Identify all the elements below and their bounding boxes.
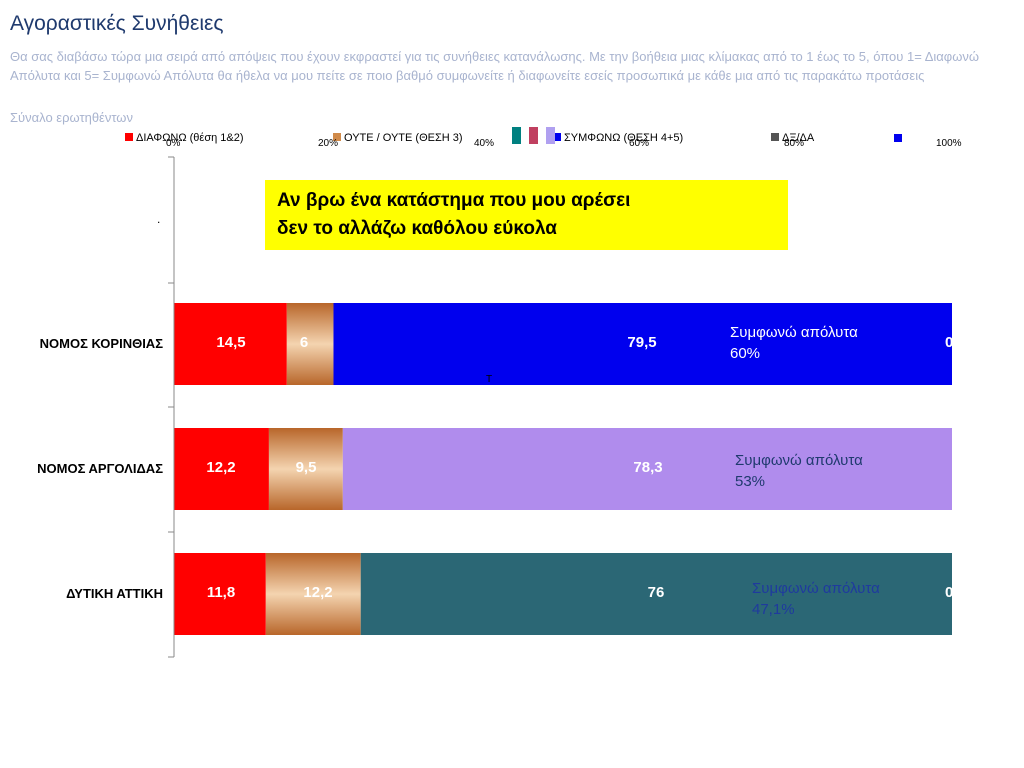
bar-agree bbox=[342, 428, 952, 510]
x-tick-label: 80% bbox=[784, 138, 805, 149]
category-label-argolida: ΝΟΜΟΣ ΑΡΓΟΛΙΔΑΣ bbox=[37, 461, 163, 476]
annotation-value: 60% bbox=[730, 345, 761, 362]
legend-deco-lilac bbox=[546, 127, 555, 144]
legend-deco-teal bbox=[512, 127, 521, 144]
legend-item-dk: ΔΞ/ΔΑ bbox=[771, 132, 814, 145]
annotation-strongly-agree-korinthia: Συμφωνώ απόλυτα 60% bbox=[730, 322, 858, 364]
annotation-text: Συμφωνώ απόλυτα bbox=[752, 580, 880, 597]
annotation-text: Συμφωνώ απόλυτα bbox=[735, 452, 863, 469]
x-tick-label: 60% bbox=[629, 138, 650, 149]
data-label: 6 bbox=[299, 334, 309, 351]
data-label: 14,5 bbox=[216, 334, 246, 351]
category-label-korinthia: ΝΟΜΟΣ ΚΟΡΙΝΘΙΑΣ bbox=[39, 336, 163, 351]
bar-group bbox=[174, 303, 953, 635]
legend-label-dk: ΔΞ/ΔΑ bbox=[782, 132, 815, 144]
legend-item-neutral: ΟΥΤΕ / ΟΥΤΕ (ΘΕΣΗ 3) bbox=[333, 132, 463, 145]
statement-box: Αν βρω ένα κατάστημα που μου αρέσει δεν … bbox=[265, 180, 788, 250]
x-tick-label: 0% bbox=[166, 138, 181, 149]
legend-swatch-agree bbox=[553, 133, 561, 141]
category-label-west-attica: ΔΥΤΙΚΗ ΑΤΤΙΚΗ bbox=[66, 586, 163, 601]
legend-deco-pink bbox=[529, 127, 538, 144]
statement-line-1: Αν βρω ένα κατάστημα που μου αρέσει bbox=[277, 190, 631, 211]
question-text: Θα σας διαβάσω τώρα μια σειρά από απόψει… bbox=[10, 49, 980, 83]
legend-label-disagree: ΔΙΑΦΩΝΩ (θέση 1&2) bbox=[136, 132, 244, 144]
dk-zero-label: 0 bbox=[945, 584, 954, 601]
annotation-text: Συμφωνώ απόλυτα bbox=[730, 324, 858, 341]
data-label: 9,5 bbox=[295, 459, 317, 476]
stray-mark: Τ bbox=[486, 374, 493, 385]
bar-disagree bbox=[174, 553, 266, 635]
legend-swatch-dk bbox=[771, 133, 779, 141]
data-label: 78,3 bbox=[633, 459, 663, 476]
legend-swatch-disagree bbox=[125, 133, 133, 141]
legend-swatch-neutral bbox=[333, 133, 341, 141]
bar-neutral bbox=[286, 303, 334, 385]
data-label: 76 bbox=[647, 584, 665, 601]
x-tick-label: 100% bbox=[936, 138, 962, 149]
data-label: 79,5 bbox=[627, 334, 657, 351]
base-label: Σύναλο ερωτηθέντων bbox=[10, 110, 133, 125]
data-label: 12,2 bbox=[303, 584, 333, 601]
annotation-strongly-agree-west-attica: Συμφωνώ απόλυτα 47,1% bbox=[752, 578, 880, 620]
statement-line-2: δεν το αλλάζω καθόλου εύκολα bbox=[277, 218, 557, 239]
legend-item-agree: ΣΥΜΦΩΝΩ (ΘΕΣΗ 4+5) bbox=[553, 132, 683, 145]
bar-agree bbox=[333, 303, 952, 385]
page-title: Αγοραστικές Συνήθειες bbox=[10, 12, 224, 35]
bar-neutral bbox=[268, 428, 343, 510]
category-placeholder-dot: . bbox=[157, 212, 161, 226]
data-label: 12,2 bbox=[206, 459, 236, 476]
dk-zero-label: 0 bbox=[945, 334, 954, 351]
bar-disagree bbox=[174, 428, 269, 510]
x-tick-label: 40% bbox=[474, 138, 495, 149]
legend-extra-swatch bbox=[894, 134, 902, 142]
bar-agree bbox=[360, 553, 953, 635]
bar-disagree bbox=[174, 303, 287, 385]
annotation-strongly-agree-argolida: Συμφωνώ απόλυτα 53% bbox=[735, 450, 863, 492]
annotation-value: 47,1% bbox=[752, 601, 795, 618]
bar-neutral bbox=[265, 553, 361, 635]
legend-item-disagree: ΔΙΑΦΩΝΩ (θέση 1&2) bbox=[125, 132, 244, 145]
legend-label-agree: ΣΥΜΦΩΝΩ (ΘΕΣΗ 4+5) bbox=[564, 132, 684, 144]
legend-label-neutral: ΟΥΤΕ / ΟΥΤΕ (ΘΕΣΗ 3) bbox=[344, 132, 463, 144]
annotation-value: 53% bbox=[735, 473, 766, 490]
x-tick-label: 20% bbox=[318, 138, 339, 149]
data-label: 11,8 bbox=[206, 584, 236, 601]
